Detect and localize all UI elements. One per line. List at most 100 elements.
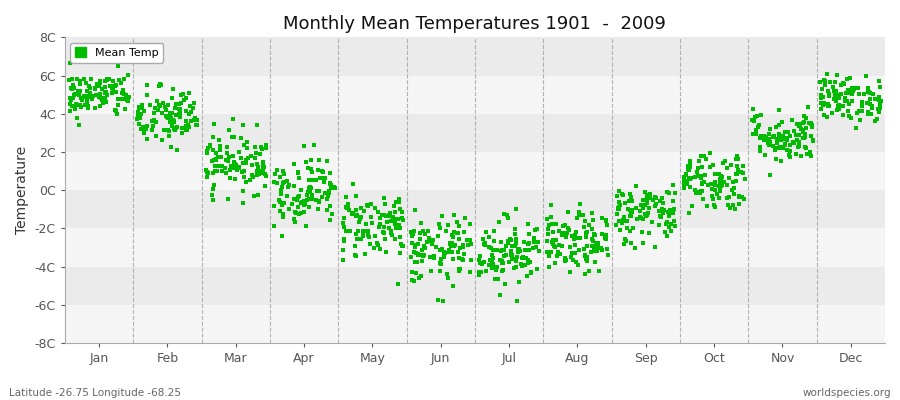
- Point: [472, 252, 487, 259]
- Point: [311, 198, 326, 204]
- Point: [549, 221, 563, 227]
- Point: [445, 240, 459, 246]
- Point: [290, 197, 304, 203]
- Point: [636, 204, 651, 211]
- Point: [542, 264, 556, 270]
- Point: [558, 258, 572, 264]
- Point: [349, 230, 364, 237]
- Point: [820, 114, 834, 120]
- Point: [178, 108, 193, 114]
- Legend: Mean Temp: Mean Temp: [70, 43, 163, 62]
- Point: [691, 165, 706, 172]
- Point: [642, 230, 656, 236]
- Point: [360, 228, 374, 234]
- Point: [623, 228, 637, 234]
- Point: [97, 90, 112, 97]
- Point: [508, 243, 522, 249]
- Point: [849, 125, 863, 132]
- Point: [273, 174, 287, 180]
- Point: [179, 127, 194, 134]
- Point: [837, 95, 851, 102]
- Point: [410, 250, 424, 256]
- Point: [207, 157, 221, 164]
- Point: [721, 202, 735, 208]
- Point: [98, 99, 112, 105]
- Point: [637, 202, 652, 208]
- Point: [437, 249, 452, 256]
- Point: [208, 168, 222, 174]
- Point: [440, 270, 454, 277]
- Point: [66, 95, 80, 102]
- Point: [80, 102, 94, 109]
- Point: [367, 233, 382, 240]
- Point: [373, 221, 387, 228]
- Point: [337, 224, 351, 230]
- Point: [131, 113, 146, 119]
- Point: [662, 211, 676, 217]
- Point: [182, 111, 196, 117]
- Point: [712, 195, 726, 201]
- Point: [493, 257, 508, 264]
- Point: [577, 217, 591, 224]
- Point: [783, 154, 797, 160]
- Point: [689, 169, 704, 176]
- Point: [189, 117, 203, 123]
- Point: [323, 216, 338, 223]
- Point: [134, 111, 148, 117]
- Point: [394, 241, 409, 247]
- Point: [395, 242, 410, 249]
- Point: [106, 78, 121, 84]
- Point: [479, 268, 493, 274]
- Point: [111, 96, 125, 103]
- Point: [796, 135, 810, 142]
- Point: [387, 203, 401, 209]
- Point: [512, 246, 526, 253]
- Point: [349, 252, 364, 259]
- Point: [799, 151, 814, 158]
- Point: [414, 273, 428, 280]
- Point: [790, 137, 805, 144]
- Point: [122, 94, 136, 100]
- Point: [99, 76, 113, 83]
- Point: [540, 216, 554, 222]
- Point: [432, 267, 446, 274]
- Point: [166, 86, 180, 92]
- Point: [169, 124, 184, 130]
- Point: [745, 117, 760, 123]
- Point: [783, 132, 797, 139]
- Point: [541, 226, 555, 232]
- Point: [752, 122, 767, 128]
- Point: [778, 136, 793, 142]
- Point: [72, 88, 86, 94]
- Point: [842, 90, 856, 96]
- Point: [120, 96, 134, 103]
- Point: [804, 121, 818, 127]
- Point: [558, 256, 572, 263]
- Point: [773, 143, 788, 150]
- Point: [187, 100, 202, 106]
- Point: [769, 156, 783, 162]
- Point: [453, 244, 467, 251]
- Point: [729, 156, 743, 162]
- Point: [320, 196, 334, 203]
- Point: [713, 186, 727, 192]
- Point: [201, 149, 215, 156]
- Point: [430, 233, 445, 240]
- Point: [361, 203, 375, 209]
- Point: [560, 230, 574, 236]
- Point: [641, 209, 655, 216]
- Point: [494, 246, 508, 253]
- Point: [116, 96, 130, 102]
- Point: [132, 104, 147, 110]
- Point: [99, 89, 113, 95]
- Point: [280, 193, 294, 200]
- Point: [774, 158, 788, 164]
- Point: [835, 112, 850, 118]
- Point: [521, 247, 535, 254]
- Point: [165, 94, 179, 101]
- Point: [500, 212, 514, 218]
- Point: [655, 210, 670, 216]
- Point: [785, 116, 799, 123]
- Point: [352, 219, 366, 226]
- Point: [772, 131, 787, 137]
